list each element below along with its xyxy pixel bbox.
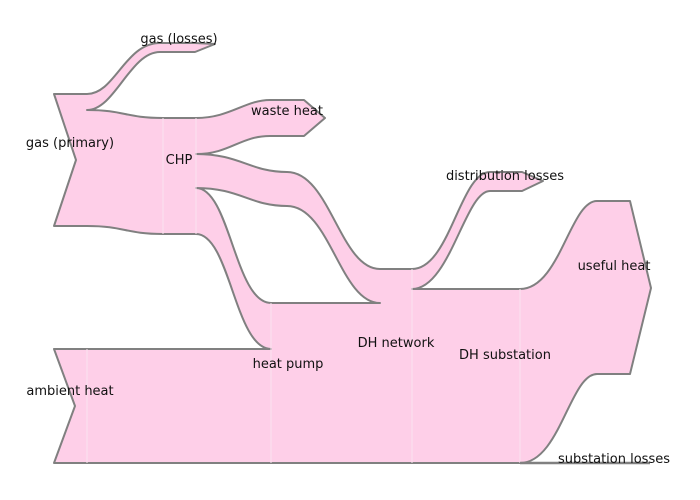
label-ambient-heat: ambient heat	[26, 384, 113, 399]
label-waste-heat: waste heat	[251, 104, 323, 119]
sankey-flows	[53, 42, 652, 464]
label-gas-losses: gas (losses)	[140, 32, 217, 47]
label-chp: CHP	[166, 153, 193, 168]
node-dividers	[86, 118, 521, 463]
label-dh-substation: DH substation	[459, 348, 551, 363]
label-substation-losses: substation losses	[558, 452, 670, 467]
label-gas-primary: gas (primary)	[26, 136, 114, 151]
label-useful-heat: useful heat	[578, 259, 651, 274]
label-distribution-losses: distribution losses	[446, 169, 564, 184]
label-heat-pump: heat pump	[253, 357, 324, 372]
label-dh-network: DH network	[358, 336, 435, 351]
